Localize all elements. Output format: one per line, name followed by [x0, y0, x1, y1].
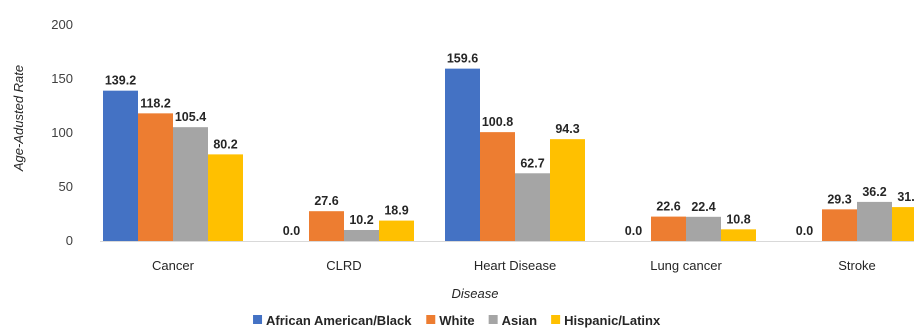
legend-item: African American/Black [253, 313, 412, 328]
x-axis-title: Disease [452, 286, 499, 301]
data-label: 159.6 [447, 52, 478, 66]
data-label: 10.2 [349, 213, 373, 227]
bar [686, 216, 721, 241]
y-tick-label: 50 [59, 179, 73, 194]
data-label: 118.2 [140, 96, 171, 110]
data-label: 62.7 [520, 156, 544, 170]
legend-label: African American/Black [266, 313, 412, 328]
category-labels: Cancer CLRD Heart Disease Lung cancer Stroke [152, 258, 876, 273]
legend-item: White [426, 313, 475, 328]
data-label: 31.4 [897, 190, 914, 204]
category-label: Stroke [838, 258, 876, 273]
y-tick-label: 0 [66, 233, 73, 248]
y-tick-label: 200 [51, 17, 73, 32]
bar [892, 207, 914, 241]
bar [344, 229, 379, 241]
bar [515, 173, 550, 241]
bar [651, 216, 686, 241]
bar [445, 68, 480, 241]
bar [309, 211, 344, 241]
data-label: 27.6 [314, 194, 338, 208]
legend-swatch [426, 315, 436, 324]
data-label: 29.3 [827, 192, 851, 206]
data-labels-layer: 139.2 118.2 105.4 80.2 0.0 27.6 10.2 18.9 159.6 1… [105, 52, 914, 238]
legend-swatch [488, 315, 498, 324]
data-label: 139.2 [105, 74, 136, 88]
legend-swatch [551, 315, 561, 324]
category-label: Lung cancer [650, 258, 722, 273]
bar [379, 220, 414, 241]
legend-label: White [439, 313, 474, 328]
category-label: CLRD [326, 258, 361, 273]
y-tick-label: 150 [51, 71, 73, 86]
bar [173, 127, 208, 241]
data-label: 0.0 [625, 224, 642, 238]
data-label: 36.2 [862, 185, 886, 199]
y-axis-title: Age-Adusted Rate [11, 65, 26, 172]
data-label: 22.6 [656, 200, 680, 214]
legend-item: Asian [488, 313, 537, 328]
bar [208, 154, 243, 241]
bar [138, 113, 173, 241]
legend-swatch [253, 315, 263, 324]
legend-item: Hispanic/Latinx [551, 313, 661, 328]
category-label: Heart Disease [474, 258, 556, 273]
legend-label: Hispanic/Latinx [564, 313, 661, 328]
bar [822, 209, 857, 241]
category-label: Cancer [152, 258, 195, 273]
data-label: 80.2 [213, 137, 237, 151]
data-label: 105.4 [175, 110, 206, 124]
y-axis-ticks: 0 50 100 150 200 [51, 17, 73, 248]
data-label: 94.3 [555, 122, 579, 136]
bar [550, 139, 585, 241]
legend: African American/Black White Asian Hispanic… [253, 313, 661, 328]
data-label: 10.8 [726, 212, 750, 226]
bars-layer [103, 68, 914, 241]
data-label: 18.9 [384, 204, 408, 218]
bar [480, 132, 515, 241]
data-label: 0.0 [283, 224, 300, 238]
data-label: 0.0 [796, 224, 813, 238]
data-label: 100.8 [482, 115, 513, 129]
data-label: 22.4 [691, 200, 715, 214]
bar [103, 90, 138, 241]
y-tick-label: 100 [51, 125, 73, 140]
legend-label: Asian [502, 313, 537, 328]
bar [857, 201, 892, 241]
bar [721, 229, 756, 241]
